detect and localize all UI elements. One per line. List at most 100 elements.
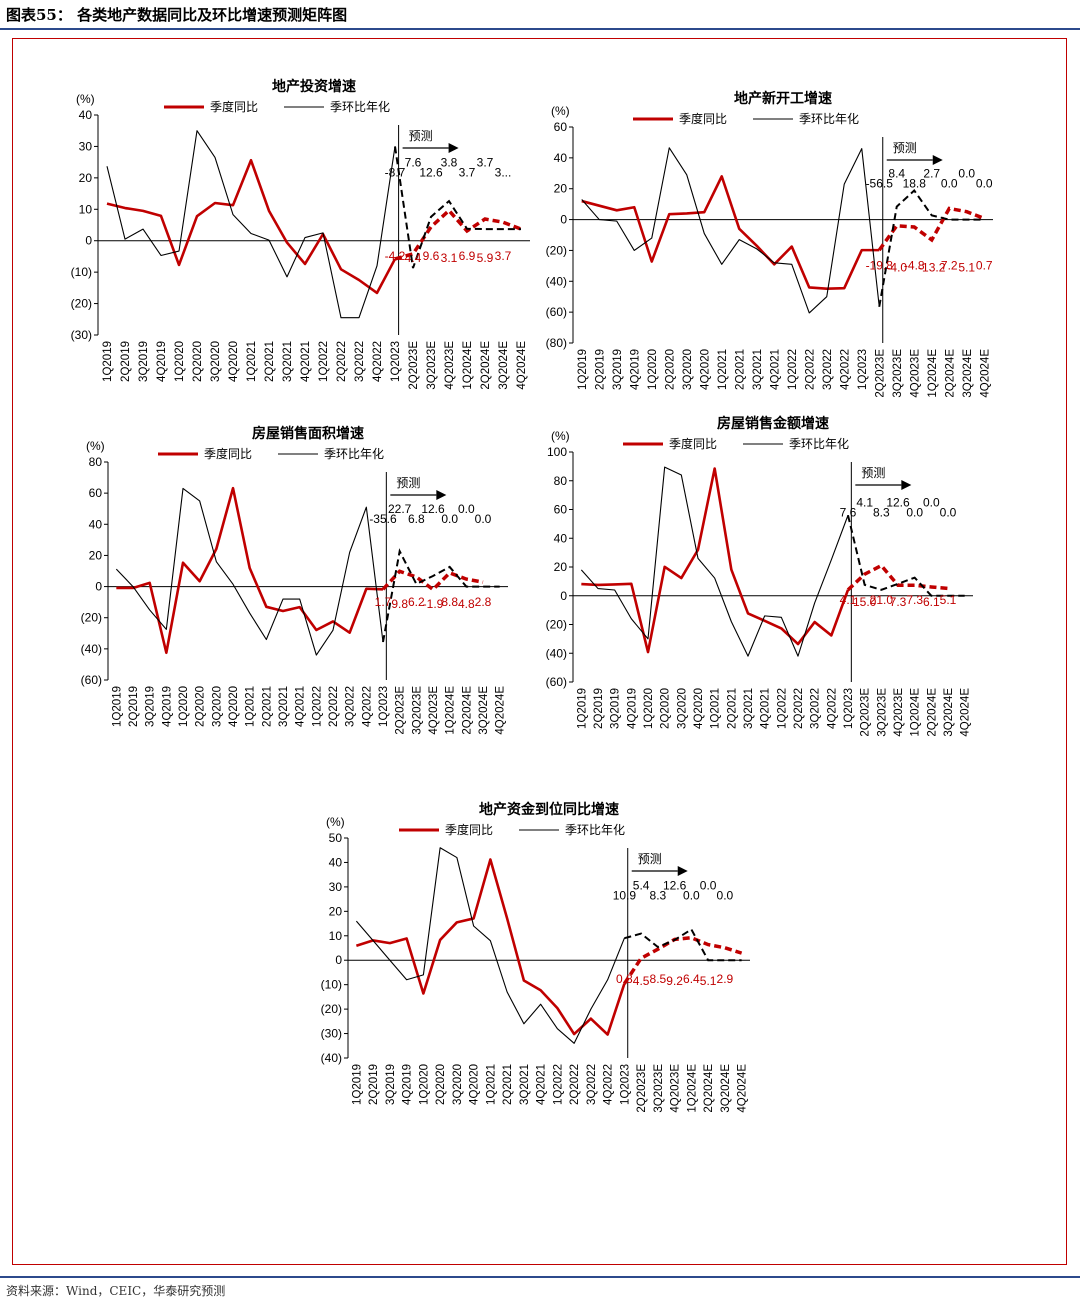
- chart-title: 地产资金到位同比增速: [479, 801, 619, 817]
- series-forecast-line-yoy: [846, 563, 949, 592]
- data-label-qoq: 4.1: [856, 495, 873, 509]
- series-forecast-line-qoq: [847, 515, 965, 597]
- x-tick-label: 1Q2022: [318, 341, 330, 382]
- data-label-yoy: 21.0: [870, 593, 894, 607]
- x-tick-label: 3Q2024E: [943, 688, 955, 737]
- x-tick-label: 4Q2021: [760, 688, 772, 729]
- x-tick-label: 3Q2020: [210, 341, 222, 382]
- y-tick-label: (20): [81, 611, 102, 625]
- legend: 季度同比 季环比年化: [164, 99, 390, 114]
- chart-title: 地产投资增速: [272, 78, 356, 94]
- x-tick-label: 2Q2021: [734, 349, 746, 390]
- x-tick-label: 4Q2024E: [737, 1064, 749, 1113]
- x-tick-label: 4Q2019: [156, 341, 168, 382]
- data-label-qoq: -56.5: [866, 176, 894, 190]
- series-forecast-line-yoy: [622, 935, 743, 985]
- y-tick-label: (80): [546, 336, 567, 350]
- y-tick-label: 0: [95, 580, 102, 594]
- legend-label-qoq: 季环比年化: [330, 100, 390, 114]
- y-tick-label: (60): [546, 675, 567, 689]
- y-tick-label: 80: [89, 455, 103, 469]
- x-tick-label: 3Q2022: [822, 349, 834, 390]
- data-label-qoq: -35.6: [369, 512, 397, 526]
- x-tick-label: 4Q2021: [300, 341, 312, 382]
- data-label-qoq: 0.0: [976, 176, 993, 190]
- data-label-qoq: 0.0: [941, 176, 958, 190]
- x-tick-label: 2Q2024E: [480, 341, 492, 390]
- x-tick-label: 4Q2023E: [428, 686, 440, 735]
- data-label-qoq: 0.0: [958, 166, 975, 180]
- x-tick-label: 4Q2022: [361, 686, 373, 727]
- x-tick-label: 2Q2022: [793, 688, 805, 729]
- x-tick-label: 3Q2019: [138, 341, 150, 382]
- data-label-yoy: -1.9: [423, 597, 444, 611]
- data-label-yoy: 15.0: [853, 595, 877, 609]
- data-label-yoy: 4.5: [633, 974, 650, 988]
- y-tick-label: (40): [546, 646, 567, 660]
- data-label-yoy: 5.9: [477, 251, 494, 265]
- x-tick-label: 3Q2021: [519, 1064, 531, 1105]
- x-tick-label: 1Q2019: [111, 686, 123, 727]
- x-tick-label: 3Q2022: [345, 686, 357, 727]
- x-tick-label: 1Q2022: [311, 686, 323, 727]
- x-tick-label: 4Q2023E: [670, 1064, 682, 1113]
- y-tick-label: 50: [329, 831, 343, 845]
- data-label-qoq: 12.6: [421, 502, 445, 516]
- x-tick-label: 3Q2022: [354, 341, 366, 382]
- x-tick-label: 2Q2024E: [703, 1064, 715, 1113]
- x-tick-label: 1Q2021: [485, 1064, 497, 1105]
- x-tick-label: 3Q2023E: [892, 349, 904, 398]
- data-label-qoq: 8.3: [650, 889, 667, 903]
- y-axis-unit-label: (%): [551, 104, 570, 118]
- y-tick-label: 10: [329, 929, 343, 943]
- data-label-qoq: 3.7: [477, 156, 494, 170]
- x-tick-label: 2Q2021: [264, 341, 276, 382]
- y-tick-label: (60): [81, 673, 102, 687]
- x-tick-label: 2Q2022: [336, 341, 348, 382]
- data-label-yoy: 6.2: [408, 595, 425, 609]
- data-label-yoy: 6.1: [923, 595, 940, 609]
- x-tick-label: 3Q2019: [385, 1064, 397, 1105]
- x-tick-label: 2Q2023E: [395, 686, 407, 735]
- legend-label-qoq: 季环比年化: [324, 447, 384, 461]
- x-tick-label: 4Q2020: [228, 686, 240, 727]
- x-tick-label: 4Q2021: [769, 349, 781, 390]
- chart-sales-value: 房屋销售金额增速 (%) 季度同比 季环比年化 100 80 60 40 20 0 (20) (40)…: [546, 415, 973, 737]
- x-tick-label: 2Q2020: [435, 1064, 447, 1105]
- data-label-qoq: 7.6: [840, 505, 857, 519]
- x-tick-label: 2Q2023E: [636, 1064, 648, 1113]
- y-axis-unit-label: (%): [76, 92, 95, 106]
- y-tick-label: 60: [554, 120, 568, 134]
- x-tick-label: 1Q2020: [647, 349, 659, 390]
- x-tick-label: 4Q2024E: [979, 349, 991, 398]
- y-axis-unit-label: (%): [326, 815, 345, 829]
- x-tick-label: 2Q2022: [804, 349, 816, 390]
- bottom-rule: [0, 1276, 1080, 1278]
- x-tick-label: 3Q2023E: [411, 686, 423, 735]
- x-tick-label: 4Q2020: [699, 349, 711, 390]
- data-label-qoq: 0.0: [683, 889, 700, 903]
- data-label-qoq: 12.6: [886, 495, 910, 509]
- x-tick-label: 2Q2019: [128, 686, 140, 727]
- series-forecast-line-qoq: [382, 548, 500, 643]
- x-tick-label: 1Q2019: [576, 688, 588, 729]
- x-tick-label: 3Q2021: [278, 686, 290, 727]
- forecast-arrow-head: [436, 490, 447, 500]
- x-tick-label: 2Q2024E: [944, 349, 956, 398]
- data-label-yoy: 9.6: [423, 249, 440, 263]
- forecast-arrow-head: [901, 480, 912, 490]
- data-label-qoq: 8.3: [873, 505, 890, 519]
- y-tick-label: 20: [554, 182, 568, 196]
- legend-label-qoq: 季环比年化: [789, 437, 849, 451]
- x-tick-label: 4Q2024E: [960, 688, 972, 737]
- x-tick-label: 4Q2024E: [516, 341, 528, 390]
- x-tick-label: 3Q2022: [810, 688, 822, 729]
- y-tick-label: (10): [321, 978, 342, 992]
- x-tick-label: 4Q2019: [402, 1064, 414, 1105]
- data-label-qoq: 5.4: [633, 879, 650, 893]
- data-label-yoy: 7.3: [906, 593, 923, 607]
- x-tick-label: 4Q2022: [372, 341, 384, 382]
- x-tick-label: 2Q2020: [664, 349, 676, 390]
- x-tick-label: 3Q2024E: [478, 686, 490, 735]
- data-label-yoy: 7.2: [941, 259, 958, 273]
